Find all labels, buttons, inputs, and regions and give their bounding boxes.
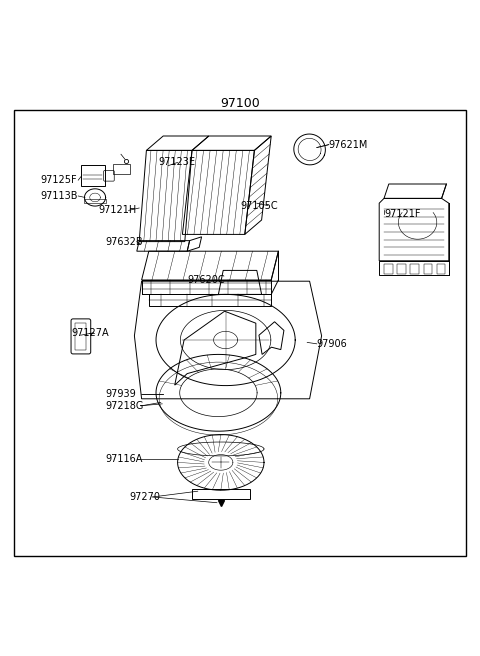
- Text: 97125F: 97125F: [41, 175, 77, 185]
- Text: 97632B: 97632B: [106, 237, 143, 247]
- Text: 97270: 97270: [130, 492, 161, 502]
- Text: 97621M: 97621M: [329, 140, 368, 150]
- Text: 97127A: 97127A: [71, 328, 108, 338]
- Text: 97100: 97100: [220, 97, 260, 110]
- Text: 97218G: 97218G: [106, 401, 144, 411]
- Text: 97939: 97939: [106, 389, 136, 400]
- Text: 97113B: 97113B: [41, 191, 78, 201]
- Text: 97105C: 97105C: [240, 201, 277, 211]
- Text: 97116A: 97116A: [106, 453, 143, 464]
- Text: 97121H: 97121H: [98, 205, 137, 215]
- Text: 97121F: 97121F: [384, 209, 420, 218]
- Text: 97906: 97906: [317, 339, 348, 349]
- Text: 97123E: 97123E: [158, 157, 195, 167]
- Text: 97620C: 97620C: [187, 275, 225, 285]
